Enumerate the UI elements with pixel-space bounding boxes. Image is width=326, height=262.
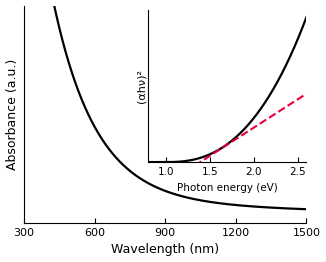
- X-axis label: Wavelength (nm): Wavelength (nm): [111, 243, 219, 256]
- Y-axis label: Absorbance (a.u.): Absorbance (a.u.): [6, 59, 19, 170]
